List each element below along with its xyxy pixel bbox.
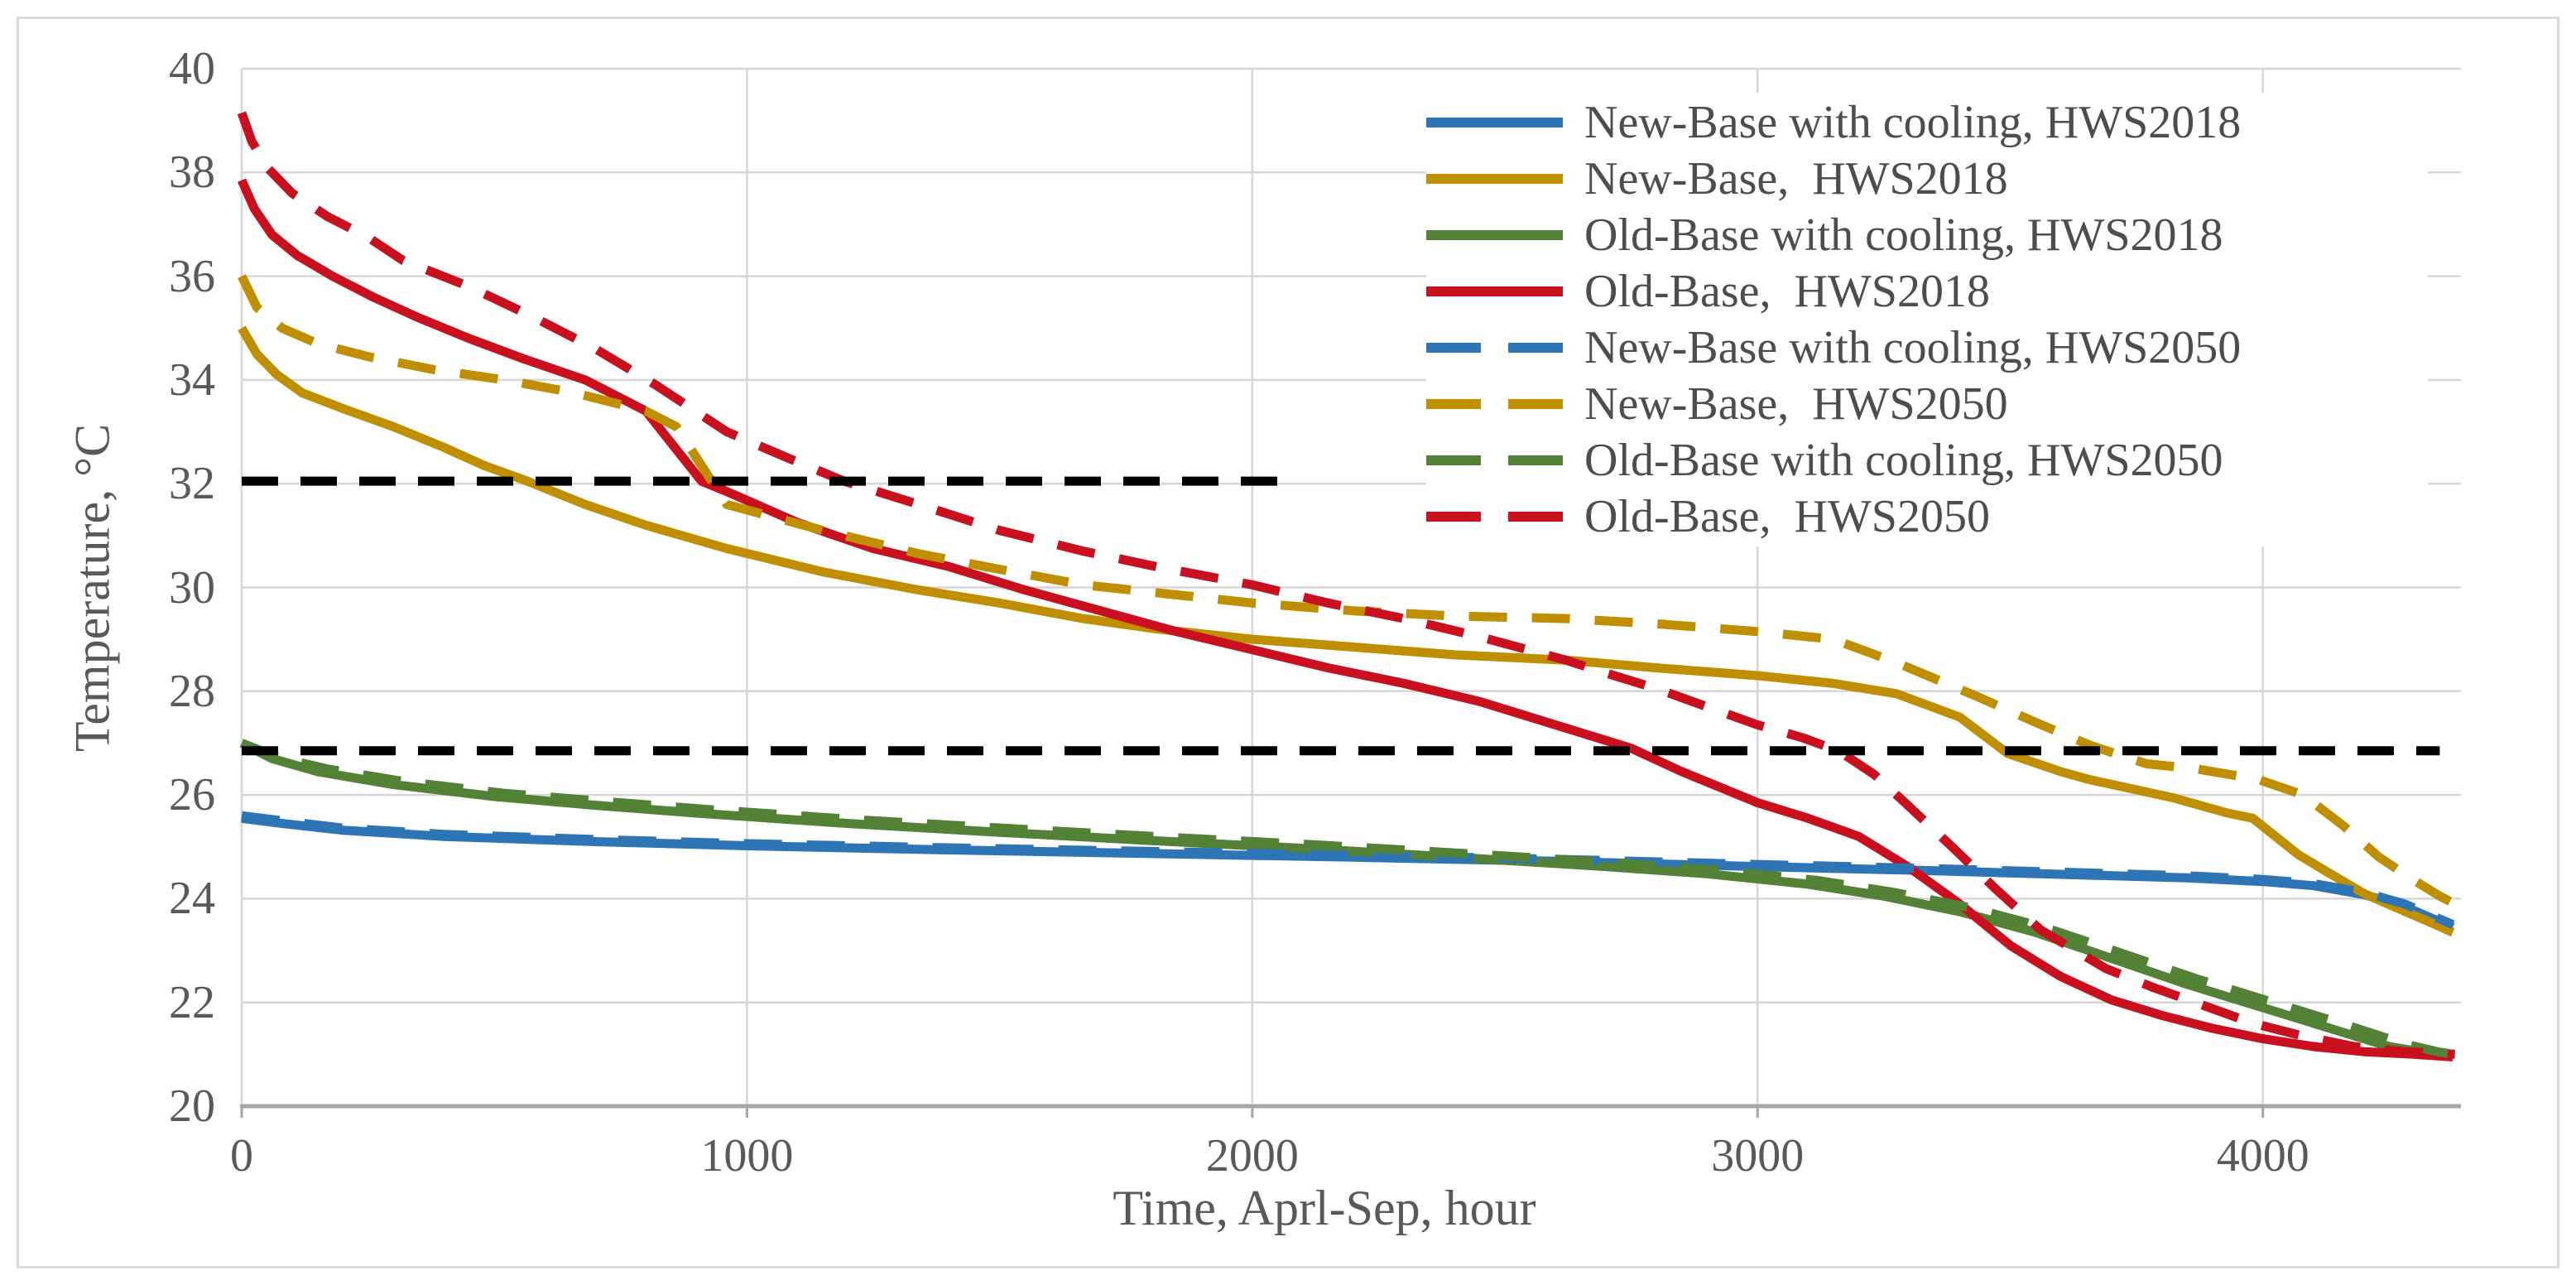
solid-line-swatch bbox=[1426, 174, 1563, 184]
y-tick-label-38: 38 bbox=[169, 147, 215, 199]
legend-item-new-base-hws2018: New-Base, HWS2018 bbox=[1426, 154, 2428, 204]
legend-label: Old-Base, HWS2050 bbox=[1584, 491, 1990, 542]
dashed-line-swatch bbox=[1426, 455, 1563, 465]
legend-label: New-Base, HWS2050 bbox=[1584, 378, 2008, 430]
legend-item-old-base-with-cooling-hws2050: Old-Base with cooling, HWS2050 bbox=[1426, 436, 2428, 485]
series-new-base-hws2050 bbox=[238, 274, 2458, 908]
y-tick-label-36: 36 bbox=[169, 250, 215, 302]
legend-item-old-base-with-cooling-hws2018: Old-Base with cooling, HWS2018 bbox=[1426, 210, 2428, 260]
legend-item-old-base-hws2018: Old-Base, HWS2018 bbox=[1426, 267, 2428, 316]
legend-label: Old-Base, HWS2018 bbox=[1584, 266, 1990, 317]
x-axis-title: Time, Aprl-Sep, hour bbox=[1113, 1181, 1536, 1235]
legend-item-old-base-hws2050: Old-Base, HWS2050 bbox=[1426, 492, 2428, 541]
y-tick-label-26: 26 bbox=[169, 769, 215, 821]
y-tick-label-30: 30 bbox=[169, 561, 215, 614]
legend: New-Base with cooling, HWS2018 New-Base, … bbox=[1426, 93, 2428, 546]
series-old-base-with-cooling-hws2050 bbox=[239, 739, 2456, 1059]
legend-label: New-Base, HWS2018 bbox=[1584, 153, 2008, 205]
legend-item-new-base-hws2050: New-Base, HWS2050 bbox=[1426, 379, 2428, 429]
y-tick-label-40: 40 bbox=[169, 43, 215, 94]
solid-line-swatch bbox=[1426, 286, 1563, 296]
y-tick-label-20: 20 bbox=[169, 1080, 215, 1132]
y-tick-label-34: 34 bbox=[169, 354, 215, 406]
y-tick-label-28: 28 bbox=[169, 665, 215, 717]
y-axis-title: Temperature, °C bbox=[65, 423, 120, 753]
x-tick-label-1000: 1000 bbox=[700, 1130, 794, 1182]
x-tick-label-0: 0 bbox=[230, 1130, 253, 1182]
x-tick-label-2000: 2000 bbox=[1205, 1130, 1299, 1182]
series-new-base-with-cooling-hws2050 bbox=[241, 811, 2455, 929]
dashed-line-swatch bbox=[1426, 343, 1563, 353]
dashed-line-swatch bbox=[1426, 399, 1563, 409]
series-old-base-hws2050 bbox=[237, 111, 2455, 1059]
y-tick-label-24: 24 bbox=[169, 873, 215, 925]
solid-line-swatch bbox=[1426, 230, 1563, 240]
legend-label: New-Base with cooling, HWS2050 bbox=[1584, 322, 2242, 373]
legend-item-new-base-with-cooling-hws2018: New-Base with cooling, HWS2018 bbox=[1426, 98, 2428, 147]
legend-label: New-Base with cooling, HWS2018 bbox=[1584, 97, 2242, 148]
legend-label: Old-Base with cooling, HWS2050 bbox=[1584, 435, 2223, 486]
y-tick-label-22: 22 bbox=[169, 976, 215, 1028]
legend-item-new-base-with-cooling-hws2050: New-Base with cooling, HWS2050 bbox=[1426, 323, 2428, 373]
x-tick-label-4000: 4000 bbox=[2216, 1130, 2309, 1182]
figure-border bbox=[17, 17, 2559, 1268]
y-tick-label-32: 32 bbox=[169, 458, 215, 510]
solid-line-swatch bbox=[1426, 118, 1563, 128]
x-tick-label-3000: 3000 bbox=[1711, 1130, 1805, 1182]
series-new-base-hws2018 bbox=[238, 325, 2455, 937]
legend-label: Old-Base with cooling, HWS2018 bbox=[1584, 209, 2223, 261]
series-old-base-hws2018 bbox=[237, 178, 2453, 1061]
dashed-line-swatch bbox=[1426, 512, 1563, 522]
